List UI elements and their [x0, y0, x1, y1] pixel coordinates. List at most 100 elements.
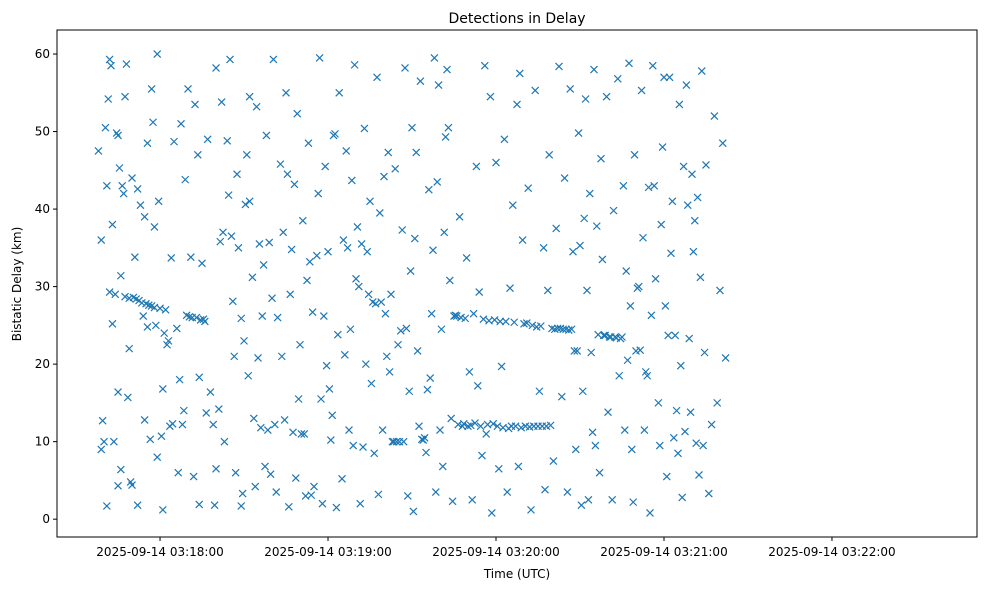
- data-point: [669, 433, 678, 442]
- data-point: [713, 398, 722, 407]
- data-point: [665, 73, 674, 82]
- data-point: [370, 449, 379, 458]
- plot-area-frame: [56, 29, 978, 538]
- data-point: [636, 346, 645, 355]
- data-point: [107, 61, 115, 70]
- data-point: [394, 340, 402, 349]
- data-point: [660, 73, 668, 82]
- data-point: [112, 129, 121, 138]
- data-point: [276, 160, 285, 169]
- data-point: [654, 398, 663, 407]
- data-point: [548, 324, 556, 333]
- data-point: [702, 160, 710, 169]
- data-point: [385, 367, 394, 376]
- data-point: [304, 139, 313, 148]
- data-point: [140, 212, 149, 221]
- data-point: [429, 246, 437, 255]
- data-point: [144, 301, 153, 310]
- data-point: [592, 222, 601, 231]
- data-point: [359, 443, 367, 451]
- data-point: [345, 426, 353, 434]
- data-point: [380, 172, 388, 181]
- data-point: [146, 435, 155, 444]
- data-point: [125, 344, 134, 353]
- data-point: [318, 499, 327, 508]
- data-point: [667, 249, 675, 258]
- data-point: [366, 197, 374, 206]
- data-point: [342, 147, 351, 155]
- data-point: [343, 243, 352, 252]
- data-point: [382, 352, 391, 361]
- data-point: [115, 164, 124, 172]
- data-point: [283, 170, 292, 179]
- data-point: [676, 361, 685, 370]
- data-point: [167, 253, 176, 262]
- data-point: [569, 247, 577, 256]
- data-point: [402, 324, 411, 333]
- data-point: [434, 81, 443, 89]
- data-point: [262, 131, 271, 140]
- data-point: [494, 464, 503, 473]
- data-point: [440, 228, 449, 237]
- data-point: [678, 493, 687, 502]
- data-point: [630, 150, 639, 159]
- data-point: [387, 290, 395, 299]
- data-point: [206, 388, 215, 396]
- data-point: [121, 92, 129, 101]
- data-point: [133, 501, 142, 510]
- data-point: [524, 184, 533, 193]
- data-point: [427, 309, 436, 318]
- y-tick-label: 0: [42, 512, 50, 526]
- data-point: [143, 322, 152, 331]
- data-point: [220, 437, 229, 446]
- data-point: [133, 184, 142, 193]
- data-point: [444, 123, 453, 132]
- data-point: [441, 133, 450, 141]
- data-point: [118, 181, 127, 190]
- data-point: [116, 465, 125, 474]
- data-point: [438, 462, 447, 471]
- data-point: [317, 395, 325, 403]
- data-point: [251, 482, 260, 491]
- data-point: [298, 216, 307, 225]
- data-point: [192, 313, 201, 322]
- data-point: [170, 137, 178, 146]
- data-point: [619, 181, 628, 190]
- data-point: [191, 100, 199, 109]
- data-point: [639, 233, 647, 242]
- data-point: [707, 420, 716, 429]
- data-point: [420, 433, 429, 442]
- data-point: [177, 119, 185, 128]
- data-point: [602, 92, 611, 101]
- data-point: [102, 502, 111, 510]
- data-point: [361, 360, 370, 369]
- data-point: [231, 468, 240, 477]
- y-axis-ticks: 0 10 20 30 40 50 60: [35, 47, 57, 526]
- data-point: [149, 118, 157, 127]
- data-point: [664, 331, 673, 340]
- data-point: [216, 237, 225, 246]
- data-point: [601, 331, 610, 340]
- data-point: [506, 284, 514, 293]
- data-point: [100, 437, 108, 446]
- data-point: [613, 74, 622, 83]
- data-point: [324, 247, 332, 256]
- data-point: [259, 260, 268, 269]
- data-point: [227, 232, 236, 241]
- y-axis-label: Bistatic Delay (km): [10, 227, 24, 342]
- data-point: [332, 503, 341, 512]
- data-point: [282, 88, 290, 97]
- data-point: [335, 88, 344, 97]
- x-tick-label: 2025-09-14 03:18:00: [96, 545, 223, 559]
- data-point: [224, 191, 233, 200]
- data-point: [580, 214, 589, 223]
- data-point: [114, 131, 122, 140]
- data-point: [629, 498, 638, 507]
- data-point: [511, 422, 520, 431]
- data-point: [497, 362, 506, 371]
- data-point: [287, 245, 296, 254]
- data-point: [535, 387, 544, 396]
- data-point: [515, 69, 524, 78]
- data-point: [333, 330, 342, 339]
- data-point: [94, 147, 103, 155]
